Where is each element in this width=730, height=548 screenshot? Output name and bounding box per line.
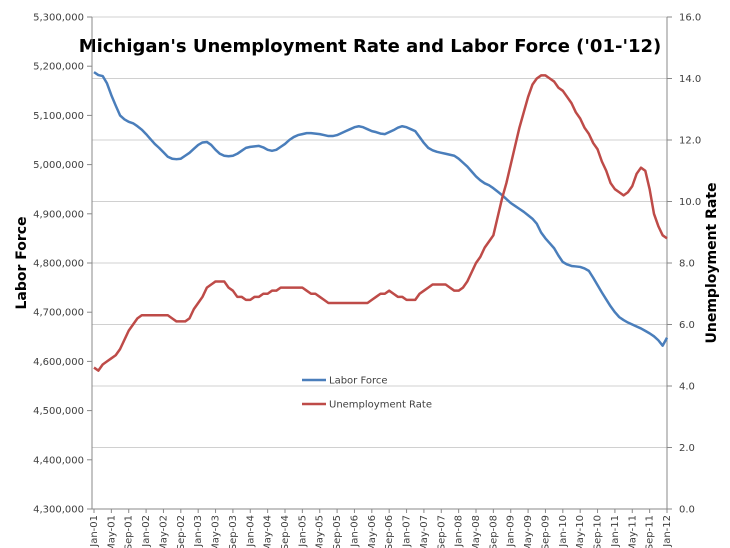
x-tick-label: Sep-11 [645,515,656,548]
y-tick-label: 5,200,000 [33,62,84,73]
x-tick-label: May-07 [419,515,430,548]
x-tick-label: Sep-05 [332,515,343,548]
x-tick-label: May-04 [263,515,274,548]
y-axis-title: Labor Force [14,216,30,309]
legend-label: Labor Force [329,376,388,387]
x-tick-label: May-08 [471,515,482,548]
x-tick-label: May-06 [367,515,378,548]
x-tick-label: Jan-09 [506,515,517,548]
y-tick-label: 4,600,000 [33,357,84,368]
x-tick-label: May-03 [211,515,222,548]
y-tick-label: 4,700,000 [33,308,84,319]
x-tick-label: May-10 [575,515,586,548]
x-tick-label: Jan-06 [349,515,360,548]
x-tick-label: Jan-08 [454,515,465,548]
x-tick-label: Sep-01 [124,515,135,548]
y-tick-label: 4,500,000 [33,406,84,417]
x-tick-label: May-01 [106,515,117,548]
x-tick-label: Jan-12 [662,515,673,548]
x-tick-label: Jan-10 [558,515,569,548]
x-tick-label: May-02 [158,515,169,548]
x-tick-label: Jan-07 [402,515,413,548]
x-tick-label: Sep-07 [436,515,447,548]
y2-tick-label: 8.0 [679,259,695,270]
y2-tick-label: 0.0 [679,505,695,516]
x-tick-label: Jan-02 [141,515,152,548]
y2-tick-label: 14.0 [679,74,701,85]
y2-tick-label: 6.0 [679,320,695,331]
y2-axis-title: Unemployment Rate [704,182,720,343]
y-tick-label: 4,800,000 [33,259,84,270]
series-line [93,74,668,372]
y-tick-label: 4,400,000 [33,455,84,466]
x-tick-label: Sep-09 [540,515,551,548]
x-tick-label: May-05 [315,515,326,548]
y2-tick-label: 4.0 [679,382,695,393]
series-line [93,71,669,347]
x-tick-label: Sep-04 [280,515,291,548]
x-tick-label: Jan-11 [610,515,621,548]
x-tick-label: Sep-08 [488,515,499,548]
y2-tick-label: 12.0 [679,136,701,147]
y-tick-label: 4,300,000 [33,505,84,516]
y2-tick-label: 2.0 [679,443,695,454]
x-tick-label: Jan-04 [245,515,256,548]
y2-tick-label: 10.0 [679,197,701,208]
y-tick-label: 5,000,000 [33,160,84,171]
x-tick-label: Sep-10 [593,515,604,548]
y-tick-label: 5,300,000 [33,13,84,24]
chart-title: Michigan's Unemployment Rate and Labor F… [79,36,661,57]
x-tick-label: Sep-03 [228,515,239,548]
x-tick-label: May-11 [627,515,638,548]
x-tick-label: Sep-02 [176,515,187,548]
x-tick-label: May-09 [523,515,534,548]
x-tick-label: Jan-01 [89,515,100,548]
y2-tick-label: 16.0 [679,13,701,24]
y-tick-label: 5,100,000 [33,111,84,122]
x-tick-label: Jan-05 [297,515,308,548]
x-tick-label: Jan-03 [193,515,204,548]
legend-label: Unemployment Rate [329,400,432,411]
x-tick-label: Sep-06 [384,515,395,548]
y-tick-label: 4,900,000 [33,209,84,220]
